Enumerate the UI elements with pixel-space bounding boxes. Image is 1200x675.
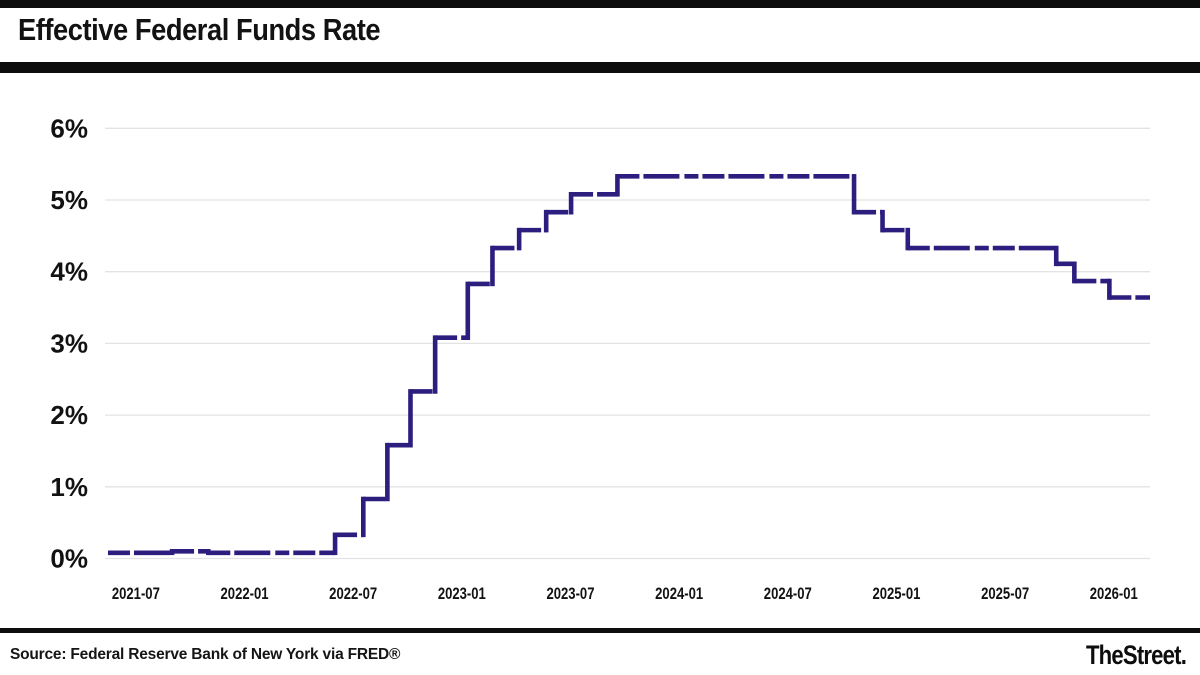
- x-axis-label-2025-07: 2025-07: [981, 584, 1029, 603]
- x-axis-label-2021-07: 2021-07: [112, 584, 160, 603]
- source-attribution: Source: Federal Reserve Bank of New York…: [10, 646, 401, 663]
- y-axis-label-4pct: 4%: [50, 257, 88, 287]
- y-axis-label-3pct: 3%: [50, 328, 88, 358]
- x-axis-label-2024-07: 2024-07: [764, 584, 812, 603]
- y-axis-label-1pct: 1%: [50, 472, 88, 502]
- thestreet-logo: TheStreet.: [1085, 640, 1187, 670]
- y-axis-label-6pct: 6%: [50, 113, 88, 143]
- x-axis-label-2023-07: 2023-07: [546, 584, 594, 603]
- x-axis-label-2024-01: 2024-01: [655, 584, 703, 603]
- top-divider-bar: [0, 0, 1200, 8]
- title-divider-bar: [0, 62, 1200, 73]
- y-axis-label-0pct: 0%: [50, 544, 88, 574]
- x-axis-label-2022-07: 2022-07: [329, 584, 377, 603]
- y-axis-label-2pct: 2%: [50, 400, 88, 430]
- x-axis-label-2025-01: 2025-01: [872, 584, 920, 603]
- x-axis-label-2026-01: 2026-01: [1090, 584, 1138, 603]
- y-axis-label-5pct: 5%: [50, 185, 88, 215]
- footer-divider-line: [0, 628, 1200, 633]
- x-axis-label-2022-01: 2022-01: [221, 584, 269, 603]
- x-axis-label-2023-01: 2023-01: [438, 584, 486, 603]
- page-title: Effective Federal Funds Rate: [18, 12, 381, 47]
